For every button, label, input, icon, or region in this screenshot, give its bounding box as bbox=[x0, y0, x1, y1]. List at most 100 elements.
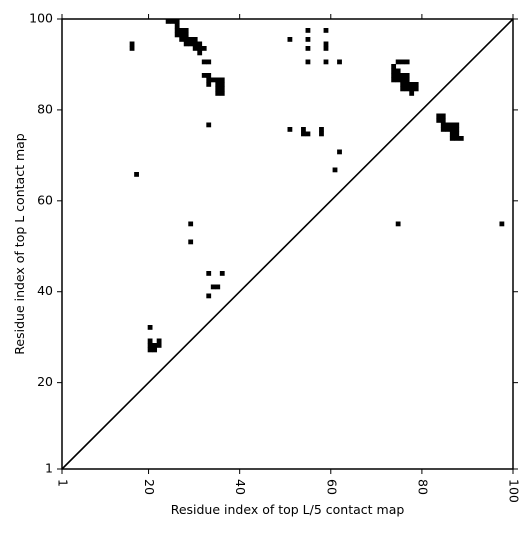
y-tick-label: 1 bbox=[45, 461, 53, 476]
contact-cell bbox=[305, 59, 311, 65]
x-tick-label: 100 bbox=[507, 479, 522, 503]
contact-cell bbox=[449, 136, 455, 141]
contact-cell bbox=[170, 19, 176, 24]
axis-ticks bbox=[57, 14, 518, 474]
contact-cell bbox=[206, 271, 212, 276]
contact-cell bbox=[215, 91, 221, 96]
diagonal-line bbox=[61, 18, 514, 470]
contact-cell bbox=[323, 28, 329, 33]
contact-cell bbox=[454, 131, 460, 137]
contact-cell bbox=[319, 127, 324, 132]
contact-cell bbox=[219, 271, 225, 276]
y-tick-label: 40 bbox=[37, 283, 53, 298]
contact-cell bbox=[206, 59, 212, 65]
contact-cell bbox=[210, 284, 216, 290]
contact-cell bbox=[395, 77, 401, 83]
x-tick-label: 60 bbox=[324, 479, 339, 495]
contact-cell bbox=[400, 59, 406, 65]
x-tick-label: 40 bbox=[233, 479, 248, 495]
contact-cell bbox=[445, 122, 451, 128]
contact-cell bbox=[129, 46, 135, 51]
contact-cell bbox=[454, 127, 460, 132]
contact-cell bbox=[319, 131, 324, 137]
contact-cell bbox=[147, 343, 153, 348]
contact-cell bbox=[197, 50, 203, 56]
x-tick-label: 1 bbox=[56, 479, 71, 487]
contact-cell bbox=[174, 23, 180, 29]
contact-cell bbox=[458, 136, 464, 141]
contact-cell bbox=[174, 19, 180, 24]
contact-cell bbox=[395, 73, 401, 78]
contact-cell bbox=[129, 41, 135, 47]
contact-cell bbox=[188, 37, 194, 42]
contact-cell bbox=[391, 73, 397, 78]
contact-cell bbox=[165, 19, 171, 24]
contact-cell bbox=[440, 122, 446, 128]
contact-cell bbox=[215, 77, 221, 83]
contact-cell bbox=[197, 46, 203, 51]
contact-cell bbox=[179, 37, 185, 42]
contact-cell bbox=[404, 82, 410, 87]
contact-cell bbox=[449, 122, 455, 128]
contact-cell bbox=[192, 46, 198, 51]
contact-cell bbox=[183, 28, 189, 33]
x-axis-label: Residue index of top L/5 contact map bbox=[171, 502, 405, 517]
contact-cell bbox=[404, 73, 410, 78]
contact-cell bbox=[152, 343, 158, 348]
contact-cell bbox=[454, 136, 460, 141]
plot-frame bbox=[61, 18, 514, 470]
contact-cell bbox=[201, 73, 207, 78]
contact-cell bbox=[174, 32, 180, 38]
contact-cell bbox=[449, 127, 455, 132]
contact-cell bbox=[188, 41, 194, 47]
contact-cell bbox=[174, 28, 180, 33]
contact-cell bbox=[201, 59, 207, 65]
y-tick-label: 80 bbox=[37, 101, 53, 116]
contact-cell bbox=[323, 59, 329, 65]
contact-cell bbox=[206, 122, 212, 128]
contact-cell bbox=[206, 82, 212, 87]
contact-cell bbox=[404, 77, 410, 83]
contact-cell bbox=[305, 28, 311, 33]
contact-cell bbox=[188, 221, 194, 227]
contact-cell bbox=[400, 82, 406, 87]
contact-cell bbox=[188, 239, 194, 245]
contact-cell bbox=[454, 122, 460, 128]
contact-cell bbox=[332, 167, 338, 173]
contact-cell bbox=[206, 73, 212, 78]
contact-cell bbox=[201, 46, 207, 51]
contact-cell bbox=[395, 59, 401, 65]
contact-cell bbox=[183, 37, 189, 42]
contact-cell bbox=[147, 347, 153, 353]
contact-cell bbox=[409, 86, 415, 92]
contact-cell bbox=[147, 338, 153, 344]
contact-cell bbox=[215, 86, 221, 92]
contact-cell bbox=[413, 82, 419, 87]
contact-cell bbox=[440, 127, 446, 132]
contact-cell bbox=[301, 127, 306, 132]
contact-cell bbox=[413, 86, 419, 92]
y-tick-label: 20 bbox=[37, 374, 53, 389]
contact-cell bbox=[215, 284, 221, 290]
contact-cell bbox=[391, 68, 397, 74]
contact-cell bbox=[449, 131, 455, 137]
contact-cell bbox=[210, 77, 216, 83]
contact-cell bbox=[395, 221, 401, 227]
y-tick-label: 100 bbox=[29, 11, 53, 26]
contact-cell bbox=[400, 77, 406, 83]
contact-cell bbox=[219, 82, 225, 87]
contact-cell bbox=[179, 32, 185, 38]
contact-cell bbox=[323, 46, 329, 51]
contact-cell bbox=[409, 82, 415, 87]
contact-cell bbox=[305, 37, 311, 42]
contact-cell bbox=[156, 343, 162, 348]
contact-cell bbox=[323, 41, 329, 47]
y-tick-label: 60 bbox=[37, 192, 53, 207]
contact-cell bbox=[215, 82, 221, 87]
contact-cell bbox=[219, 77, 225, 83]
contact-cell bbox=[305, 131, 311, 137]
contact-cell bbox=[197, 41, 203, 47]
